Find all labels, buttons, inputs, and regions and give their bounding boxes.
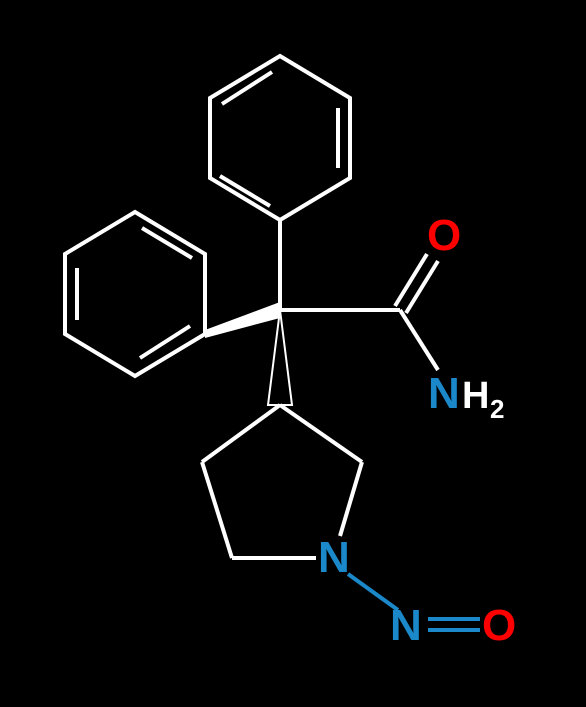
subscript-2: 2 bbox=[490, 394, 504, 424]
nitrogen-atom-ring: N bbox=[318, 533, 350, 582]
bond-left-to-center bbox=[205, 302, 280, 338]
nitrogen-atom-nitroso: N bbox=[390, 601, 422, 650]
molecule-diagram: O N H 2 N N O bbox=[0, 0, 586, 707]
stereo-wedge bbox=[268, 310, 292, 405]
nitrogen-atom-amide: N bbox=[428, 369, 460, 418]
hydrogen-atom-amide: H bbox=[462, 375, 489, 417]
oxygen-atom-nitroso: O bbox=[482, 601, 516, 650]
oxygen-atom-carbonyl: O bbox=[427, 211, 461, 260]
bond-carbonyl-to-amide bbox=[400, 310, 438, 370]
carbonyl-double-bond bbox=[395, 254, 438, 313]
top-phenyl-ring bbox=[210, 56, 350, 220]
nitroso-double-bond bbox=[428, 619, 480, 630]
left-phenyl-ring bbox=[65, 212, 205, 376]
